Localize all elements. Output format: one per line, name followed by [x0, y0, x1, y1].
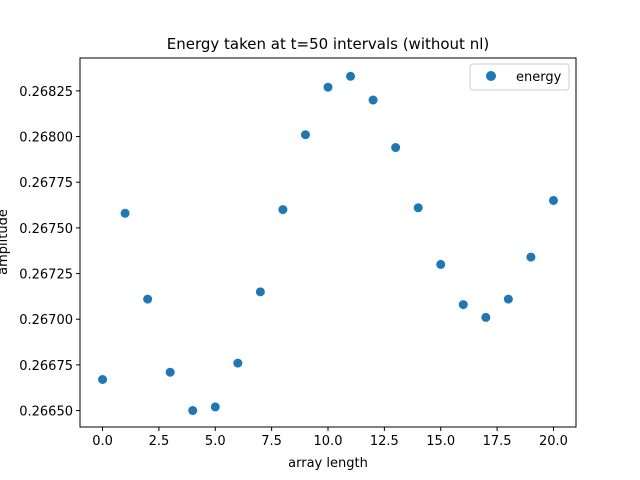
data-point: [458, 300, 468, 310]
x-axis-label: array length: [288, 456, 368, 471]
data-point: [120, 208, 130, 218]
x-tick-label: 15.0: [426, 434, 455, 449]
x-tick-label: 17.5: [483, 434, 512, 449]
x-tick-label: 20.0: [539, 434, 568, 449]
y-tick-label: 0.26725: [19, 268, 73, 283]
chart-title: Energy taken at t=50 intervals (without …: [167, 35, 489, 53]
data-point: [436, 259, 446, 269]
data-point: [323, 82, 333, 92]
legend: energy: [469, 63, 570, 91]
data-point: [368, 95, 378, 105]
y-axis-label: amplitude: [0, 209, 11, 275]
x-tick-label: 10.0: [314, 434, 343, 449]
y-tick-label: 0.26750: [19, 222, 73, 237]
x-tick-label: 0.0: [92, 434, 113, 449]
axes-frame: [79, 57, 577, 428]
data-point: [346, 71, 356, 81]
data-point: [548, 195, 558, 205]
data-point: [143, 294, 153, 304]
y-tick-label: 0.26700: [19, 313, 73, 328]
x-tick-label: 7.5: [261, 434, 282, 449]
plot-area: 0.0 2.5 5.0 7.5 10.0 12.5 15.0 17.5 20.0 0.26650 0…: [19, 71, 568, 449]
y-tick-label: 0.26675: [19, 359, 73, 374]
data-point: [300, 130, 310, 140]
data-point: [391, 143, 401, 153]
data-point: [278, 205, 288, 215]
x-tick-label: 5.0: [205, 434, 226, 449]
data-point: [98, 375, 108, 385]
y-tick-label: 0.26650: [19, 405, 73, 420]
data-point: [233, 358, 243, 368]
x-tick-label: 12.5: [370, 434, 399, 449]
data-point: [255, 287, 265, 297]
legend-label-energy: energy: [516, 70, 562, 85]
data-point: [165, 367, 175, 377]
data-point: [413, 203, 423, 213]
data-point: [481, 312, 491, 322]
legend-box: [469, 63, 570, 91]
data-point: [188, 406, 198, 416]
y-tick-label: 0.26825: [19, 85, 73, 100]
legend-marker-energy: [486, 71, 496, 81]
data-point: [503, 294, 513, 304]
data-point: [526, 252, 536, 262]
y-tick-label: 0.26800: [19, 131, 73, 146]
x-tick-label: 2.5: [149, 434, 170, 449]
y-tick-label: 0.26775: [19, 176, 73, 191]
data-point: [210, 402, 220, 412]
